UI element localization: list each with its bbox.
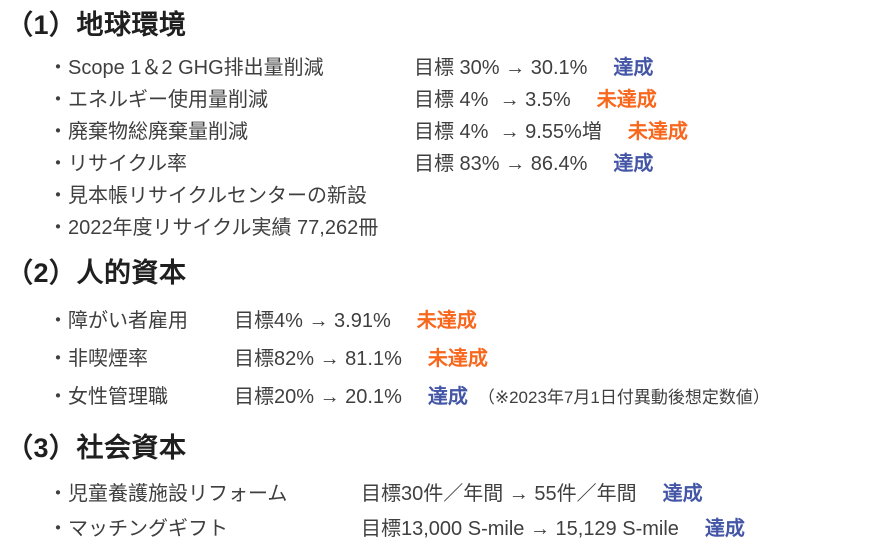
kpi-label: ・Scope 1＆2 GHG排出量削減 bbox=[48, 57, 324, 79]
section-human-capital-heading: （2）人的資本 bbox=[6, 258, 187, 288]
section-social-capital-items: ・児童養護施設リフォーム 目標30件／年間 → 55件／年間 達成 ・マッチング… bbox=[6, 477, 876, 547]
kpi-status: 未達成 bbox=[416, 310, 477, 332]
kpi-status: 未達成 bbox=[627, 121, 688, 143]
kpi-status: 達成 bbox=[704, 518, 745, 540]
kpi-label: ・見本帳リサイクルセンターの新設 bbox=[48, 185, 367, 207]
kpi-target: 目標 30% → 30.1% bbox=[414, 57, 588, 79]
kpi-label: ・障がい者雇用 bbox=[48, 310, 188, 332]
section-human-capital-items: ・障がい者雇用 目標4% → 3.91% 未達成 ・非喫煙率 目標82% → 8… bbox=[6, 302, 876, 417]
section-social-capital-heading: （3）社会資本 bbox=[6, 433, 187, 463]
kpi-row: ・マッチングギフト 目標13,000 S-mile → 15,129 S-mil… bbox=[48, 512, 876, 547]
kpi-target: 目標30件／年間 → 55件／年間 bbox=[361, 483, 637, 505]
kpi-status: 達成 bbox=[427, 386, 468, 408]
kpi-label: ・マッチングギフト bbox=[48, 518, 228, 540]
kpi-target: 目標 4% → 9.55%増 bbox=[414, 121, 602, 143]
kpi-label: ・児童養護施設リフォーム bbox=[48, 483, 288, 505]
kpi-row: ・エネルギー使用量削減 目標 4% → 3.5% 未達成 bbox=[48, 84, 876, 116]
kpi-label: ・非喫煙率 bbox=[48, 348, 148, 370]
kpi-note: （※2023年7月1日付異動後想定数値） bbox=[477, 388, 770, 407]
kpi-target: 目標 83% → 86.4% bbox=[414, 153, 588, 175]
kpi-label: ・女性管理職 bbox=[48, 386, 168, 408]
section-social-capital: （3）社会資本 ・児童養護施設リフォーム 目標30件／年間 → 55件／年間 達… bbox=[6, 431, 876, 547]
kpi-row: ・見本帳リサイクルセンターの新設 bbox=[48, 180, 876, 212]
kpi-row: ・2022年度リサイクル実績 77,262冊 bbox=[48, 212, 876, 244]
kpi-row: ・障がい者雇用 目標4% → 3.91% 未達成 bbox=[48, 302, 876, 340]
kpi-label: ・リサイクル率 bbox=[48, 153, 187, 175]
kpi-status: 未達成 bbox=[427, 348, 488, 370]
kpi-label: ・廃棄物総廃棄量削減 bbox=[48, 121, 248, 143]
kpi-status: 達成 bbox=[662, 483, 703, 505]
kpi-row: ・Scope 1＆2 GHG排出量削減 目標 30% → 30.1% 達成 bbox=[48, 52, 876, 84]
kpi-target: 目標 4% → 3.5% bbox=[414, 89, 571, 111]
section-human-capital: （2）人的資本 ・障がい者雇用 目標4% → 3.91% 未達成 ・非喫煙率 目… bbox=[6, 256, 876, 417]
kpi-target: 目標20% → 20.1% bbox=[234, 386, 402, 408]
kpi-label: ・エネルギー使用量削減 bbox=[48, 89, 268, 111]
kpi-row: ・リサイクル率 目標 83% → 86.4% 達成 bbox=[48, 148, 876, 180]
section-environment-items: ・Scope 1＆2 GHG排出量削減 目標 30% → 30.1% 達成 ・エ… bbox=[6, 52, 876, 244]
section-environment: （1）地球環境 ・Scope 1＆2 GHG排出量削減 目標 30% → 30.… bbox=[6, 8, 876, 244]
kpi-status: 達成 bbox=[613, 57, 654, 79]
kpi-label: ・2022年度リサイクル実績 77,262冊 bbox=[48, 217, 379, 239]
kpi-row: ・女性管理職 目標20% → 20.1% 達成 （※2023年7月1日付異動後想… bbox=[48, 378, 876, 417]
kpi-target: 目標4% → 3.91% bbox=[234, 310, 391, 332]
kpi-row: ・児童養護施設リフォーム 目標30件／年間 → 55件／年間 達成 bbox=[48, 477, 876, 512]
kpi-row: ・廃棄物総廃棄量削減 目標 4% → 9.55%増 未達成 bbox=[48, 116, 876, 148]
kpi-target: 目標82% → 81.1% bbox=[234, 348, 402, 370]
kpi-row: ・非喫煙率 目標82% → 81.1% 未達成 bbox=[48, 340, 876, 378]
kpi-status: 未達成 bbox=[596, 89, 657, 111]
kpi-target: 目標13,000 S-mile → 15,129 S-mile bbox=[361, 518, 679, 540]
kpi-status: 達成 bbox=[613, 153, 654, 175]
section-environment-heading: （1）地球環境 bbox=[6, 10, 187, 40]
